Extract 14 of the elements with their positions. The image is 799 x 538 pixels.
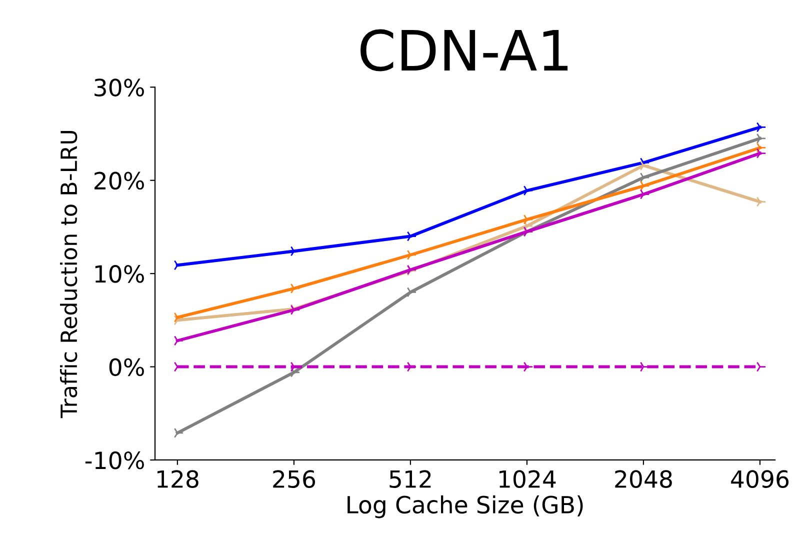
x-tick-label: 256 (273, 470, 315, 488)
x-tick-label: 512 (390, 470, 431, 488)
y-tick-label: 20% (94, 172, 144, 190)
chart-title: CDN-A1 (360, 29, 568, 72)
x-axis-title: Log Cache Size (GB) (348, 495, 583, 518)
y-axis-title: Traffic Reduction to B-LRU (60, 130, 78, 418)
x-tick-label: 128 (158, 470, 198, 488)
y-tick-label: 30% (94, 78, 144, 96)
x-tick-label: 4096 (731, 470, 789, 488)
x-tick-label: 2048 (615, 470, 672, 488)
x-tick-label: 1024 (500, 470, 556, 488)
y-tick-label: -10% (85, 451, 144, 470)
y-tick-label: 0% (109, 358, 144, 376)
y-tick-label: 10% (95, 265, 144, 283)
